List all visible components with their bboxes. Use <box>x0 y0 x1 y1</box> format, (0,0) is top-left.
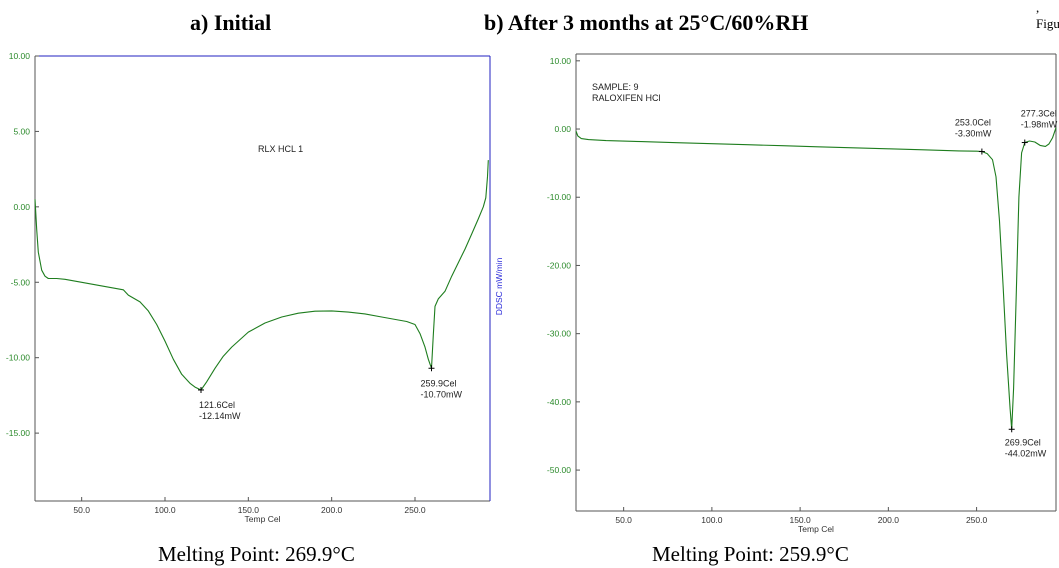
peak-temp-label: 277.3Cel <box>1021 109 1057 119</box>
chart-panel-a: 10.00 5.00 0.00 -5.00 -10.00 -15.00 50.0 100.0 1… <box>6 51 504 524</box>
y-tick-label: 10.00 <box>550 56 572 66</box>
peak-temp-label: 121.6Cel <box>199 400 235 410</box>
x-axis-label: Temp Cel <box>245 514 281 524</box>
panel-a-title: a) Initial <box>190 10 272 35</box>
x-tick-label: 250.0 <box>966 515 988 525</box>
peak-temp-label: 269.9Cel <box>1005 437 1041 447</box>
y-tick-label: -10.00 <box>547 192 571 202</box>
peak-heatflow-label: -44.02mW <box>1005 448 1047 458</box>
y-tick-label: -50.00 <box>547 465 571 475</box>
y-tick-label: -20.00 <box>547 260 571 270</box>
right-axis-label: DDSC mW/min <box>494 257 504 315</box>
peak-heatflow-label: -10.70mW <box>421 389 463 399</box>
peak-temp-label: 253.0Cel <box>955 118 991 128</box>
y-tick-label: 0.00 <box>554 124 571 134</box>
x-tick-label: 150.0 <box>238 505 260 515</box>
dsc-curve <box>34 160 489 391</box>
panel-a-caption: Melting Point: 269.9°C <box>158 542 355 566</box>
sample-name: RALOXIFEN HCl <box>592 93 661 103</box>
sample-label: RLX HCL 1 <box>258 144 303 154</box>
y-tick-label: -40.00 <box>547 397 571 407</box>
y-tick-label: -30.00 <box>547 329 571 339</box>
peak-temp-label: 259.9Cel <box>421 378 457 388</box>
chart-panel-b: 10.00 0.00 -10.00 -20.00 -30.00 -40.00 -50.00 5… <box>547 53 1058 534</box>
y-tick-label: 5.00 <box>13 126 30 136</box>
sample-label: SAMPLE: 9 <box>592 82 639 92</box>
x-tick-label: 50.0 <box>615 515 632 525</box>
x-tick-label: 50.0 <box>73 505 90 515</box>
x-tick-label: 200.0 <box>878 515 900 525</box>
y-tick-label: -15.00 <box>6 428 30 438</box>
x-tick-label: 100.0 <box>701 515 723 525</box>
panel-b-caption: Melting Point: 259.9°C <box>652 542 849 566</box>
y-tick-label: 0.00 <box>13 202 30 212</box>
x-tick-label: 150.0 <box>789 515 811 525</box>
y-tick-label: -10.00 <box>6 353 30 363</box>
y-tick-label: 10.00 <box>9 51 31 61</box>
peak-heatflow-label: -12.14mW <box>199 411 241 421</box>
dsc-curve <box>575 127 1057 430</box>
panel-b-title: b) After 3 months at 25°C/60%RH <box>484 10 809 35</box>
y-tick-label: -5.00 <box>11 277 31 287</box>
peak-heatflow-label: -1.98mW <box>1021 120 1058 130</box>
x-axis-label: Temp Cel <box>798 524 834 534</box>
page-corner-text: , Figu <box>1036 0 1059 31</box>
x-tick-label: 200.0 <box>321 505 343 515</box>
peak-heatflow-label: -3.30mW <box>955 129 992 139</box>
x-tick-label: 100.0 <box>154 505 176 515</box>
x-tick-label: 250.0 <box>404 505 426 515</box>
